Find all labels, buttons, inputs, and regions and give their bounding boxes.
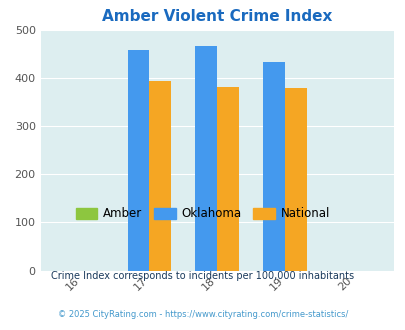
Text: Crime Index corresponds to incidents per 100,000 inhabitants: Crime Index corresponds to incidents per… <box>51 271 354 281</box>
Bar <box>195 46 217 271</box>
Text: © 2025 CityRating.com - https://www.cityrating.com/crime-statistics/: © 2025 CityRating.com - https://www.city… <box>58 310 347 319</box>
Title: Amber Violent Crime Index: Amber Violent Crime Index <box>102 9 332 24</box>
Bar <box>284 87 306 271</box>
Bar <box>127 50 149 271</box>
Bar <box>149 81 171 271</box>
Bar <box>217 87 239 271</box>
Bar <box>263 62 284 271</box>
Legend: Amber, Oklahoma, National: Amber, Oklahoma, National <box>71 203 334 225</box>
